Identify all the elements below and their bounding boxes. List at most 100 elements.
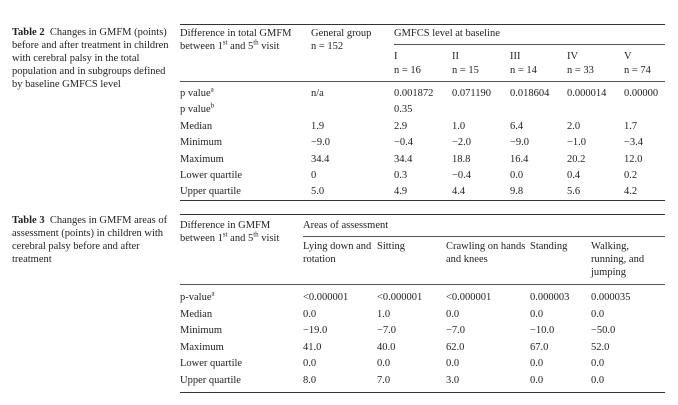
cell: 1.9 bbox=[311, 121, 325, 132]
cell: −2.0 bbox=[452, 137, 472, 148]
cell: −0.4 bbox=[452, 170, 472, 181]
cell: 0.0 bbox=[530, 358, 544, 369]
header-text: st bbox=[222, 230, 228, 239]
cell: 1.0 bbox=[377, 309, 391, 320]
cell: 0.3 bbox=[394, 170, 408, 181]
cell: 0.0 bbox=[530, 375, 544, 386]
column-header: IV bbox=[567, 51, 579, 62]
cell: 0.0 bbox=[510, 170, 524, 181]
header-text: Difference in total GMFM between 1 bbox=[180, 28, 292, 52]
cell: <0.000001 bbox=[377, 292, 423, 303]
cell: −19.0 bbox=[303, 325, 328, 336]
column-header: I bbox=[394, 51, 398, 62]
column-header: V bbox=[624, 51, 632, 62]
row-label-text: Lower quartile bbox=[180, 170, 243, 181]
rule bbox=[180, 214, 665, 215]
cell: 1.0 bbox=[452, 121, 466, 132]
row-label-text: Upper quartile bbox=[180, 186, 241, 197]
row-label: Lower quartile bbox=[180, 169, 242, 182]
row-label: p-valuea bbox=[180, 290, 215, 304]
header-text: th bbox=[253, 38, 259, 47]
cell: 62.0 bbox=[446, 342, 465, 353]
row-label-text: Maximum bbox=[180, 154, 224, 165]
header-text: visit bbox=[258, 233, 280, 244]
cell: 0.000035 bbox=[591, 292, 631, 303]
rule bbox=[180, 200, 665, 201]
group-header: GMFCS level at baseline bbox=[394, 28, 500, 39]
row-label: p valuea bbox=[180, 85, 214, 100]
rule bbox=[180, 81, 665, 82]
header-text: st bbox=[222, 38, 228, 47]
header-text: and 5 bbox=[227, 233, 254, 244]
rule bbox=[180, 24, 665, 25]
header-text: and 5 bbox=[227, 41, 254, 52]
cell: 8.0 bbox=[303, 375, 317, 386]
header-text: th bbox=[253, 230, 259, 239]
cell: 12.0 bbox=[624, 154, 643, 165]
cell: 40.0 bbox=[377, 342, 396, 353]
caption: Table 2 Changes in GMFM (points) before … bbox=[12, 26, 172, 91]
column-header: n = 16 bbox=[394, 65, 421, 76]
rule bbox=[303, 236, 665, 237]
group-header: Areas of assessment bbox=[303, 220, 389, 231]
cell: 0.2 bbox=[624, 170, 638, 181]
row-label-text: Lower quartile bbox=[180, 358, 243, 369]
column-header: III bbox=[510, 51, 521, 62]
cell: 0.35 bbox=[394, 104, 413, 115]
column-header: Sitting bbox=[377, 241, 406, 252]
cell: 5.6 bbox=[567, 186, 581, 197]
row-label: Upper quartile bbox=[180, 185, 241, 198]
caption-text: Changes in GMFM (points) before and afte… bbox=[12, 27, 169, 90]
cell: 0.0 bbox=[303, 358, 317, 369]
row-label-text: Median bbox=[180, 309, 213, 320]
cell: 0.0 bbox=[591, 309, 605, 320]
cell: 0.000003 bbox=[530, 292, 570, 303]
row-label: p valueb bbox=[180, 101, 215, 116]
footnote-mark: a bbox=[210, 85, 214, 94]
column-header: Lying down and rotation bbox=[303, 241, 372, 265]
column-header: n = 74 bbox=[624, 65, 651, 76]
column-header: n = 152 bbox=[311, 41, 344, 52]
cell: 7.0 bbox=[377, 375, 391, 386]
cell: −7.0 bbox=[377, 325, 397, 336]
cell: −7.0 bbox=[446, 325, 466, 336]
column-header: n = 14 bbox=[510, 65, 537, 76]
cell: −9.0 bbox=[311, 137, 331, 148]
row-label-text: p-value bbox=[180, 292, 212, 303]
cell: 0.0 bbox=[446, 358, 460, 369]
cell: 0.071190 bbox=[452, 88, 491, 99]
cell: 0.0 bbox=[377, 358, 391, 369]
cell: 0.00000 bbox=[624, 88, 659, 99]
cell: 2.9 bbox=[394, 121, 408, 132]
row-label: Maximum bbox=[180, 153, 224, 166]
stub-header: Difference in GMFM between 1st and 5th v… bbox=[180, 219, 305, 245]
cell: <0.000001 bbox=[303, 292, 349, 303]
column-header: n = 15 bbox=[452, 65, 479, 76]
cell: 34.4 bbox=[394, 154, 413, 165]
footnote-mark: b bbox=[210, 101, 215, 110]
cell: 67.0 bbox=[530, 342, 549, 353]
row-label-text: Maximum bbox=[180, 342, 224, 353]
row-label: Upper quartile bbox=[180, 374, 241, 387]
cell: 34.4 bbox=[311, 154, 330, 165]
cell: <0.000001 bbox=[446, 292, 492, 303]
header-text: Difference in GMFM between 1 bbox=[180, 220, 271, 244]
row-label: Minimum bbox=[180, 136, 222, 149]
row-label-text: Upper quartile bbox=[180, 375, 241, 386]
cell: 4.4 bbox=[452, 186, 466, 197]
row-label-text: Minimum bbox=[180, 137, 223, 148]
cell: 0 bbox=[311, 170, 317, 181]
row-label-text: Minimum bbox=[180, 325, 223, 336]
cell: 0.0 bbox=[530, 309, 544, 320]
rule bbox=[180, 392, 665, 393]
header-text: visit bbox=[258, 41, 280, 52]
caption-text: Changes in GMFM areas of assessment (poi… bbox=[12, 215, 168, 265]
row-label-text: p value bbox=[180, 104, 211, 115]
rule bbox=[394, 44, 665, 45]
column-header: n = 33 bbox=[567, 65, 594, 76]
cell: 4.2 bbox=[624, 186, 638, 197]
cell: −0.4 bbox=[394, 137, 414, 148]
cell: −10.0 bbox=[530, 325, 555, 336]
cell: 52.0 bbox=[591, 342, 610, 353]
cell: 5.0 bbox=[311, 186, 325, 197]
